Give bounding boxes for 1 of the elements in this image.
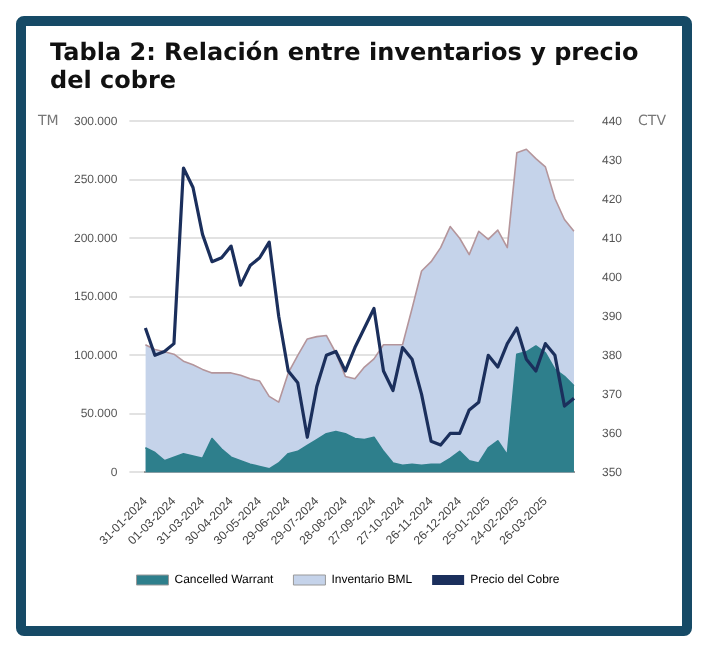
chart-title: Tabla 2: Relación entre inventarios y precio del cobre (50, 38, 641, 94)
